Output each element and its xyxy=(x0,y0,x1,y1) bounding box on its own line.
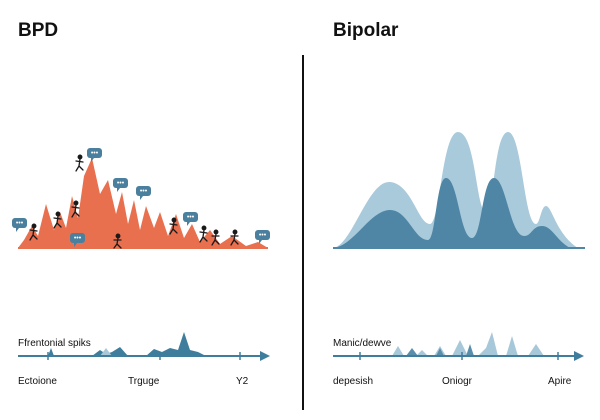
person-icon xyxy=(71,200,80,218)
person-icon xyxy=(211,229,220,246)
bpd-title: BPD xyxy=(18,20,59,41)
speech-bubble-icon: ••• xyxy=(183,212,198,226)
bipolar-timeline: Manic/dewve depesish Oniogr Apire xyxy=(333,332,584,387)
person-icon xyxy=(169,217,178,235)
person-icon xyxy=(29,223,38,241)
bpd-figures xyxy=(29,154,239,249)
bpd-axis-label-3: Y2 xyxy=(236,376,249,387)
bipolar-axis-label-1: depesish xyxy=(333,376,373,387)
bpd-spikes xyxy=(18,158,268,248)
speech-bubble-icon: ••• xyxy=(70,233,85,247)
bipolar-wave-dark xyxy=(333,178,570,248)
person-icon xyxy=(199,225,208,243)
svg-text:•••: ••• xyxy=(91,150,99,157)
bpd-spike-chart xyxy=(18,158,268,249)
person-icon xyxy=(230,229,239,246)
svg-text:•••: ••• xyxy=(140,188,148,195)
bipolar-axis-label-3: Apire xyxy=(548,376,572,387)
person-icon xyxy=(53,211,62,229)
speech-bubble-icon: ••• xyxy=(255,230,270,244)
bipolar-title: Bipolar xyxy=(333,20,399,41)
speech-bubble-icon: ••• xyxy=(113,178,128,192)
bipolar-axis-label-2: Oniogr xyxy=(442,376,473,387)
bpd-timeline-label: Ffrentonial spiks xyxy=(18,338,91,349)
speech-bubble-icon: ••• xyxy=(136,186,151,200)
speech-bubble-icon: ••• xyxy=(12,218,27,232)
bpd-speech-bubbles: ••• ••• ••• ••• ••• ••• ••• xyxy=(12,148,270,247)
svg-text:•••: ••• xyxy=(259,232,267,239)
bpd-axis-label-2: Trguge xyxy=(128,376,160,387)
speech-bubble-icon: ••• xyxy=(87,148,102,162)
svg-text:•••: ••• xyxy=(74,235,82,242)
svg-text:•••: ••• xyxy=(117,180,125,187)
bipolar-timeline-label: Manic/dewve xyxy=(333,338,392,349)
arrow-head-icon xyxy=(260,351,270,361)
person-icon xyxy=(75,154,84,172)
bipolar-wave-chart xyxy=(333,132,585,249)
bipolar-timeline-bumps xyxy=(392,332,544,356)
bpd-timeline: Ffrentonial spiks Ectoione Trguge Y2 xyxy=(18,332,270,387)
arrow-head-icon xyxy=(574,351,584,361)
bpd-axis-label-1: Ectoione xyxy=(18,376,57,387)
bpd-timeline-bumps xyxy=(38,332,206,356)
svg-text:•••: ••• xyxy=(16,220,24,227)
svg-text:•••: ••• xyxy=(187,214,195,221)
person-icon xyxy=(113,233,122,249)
